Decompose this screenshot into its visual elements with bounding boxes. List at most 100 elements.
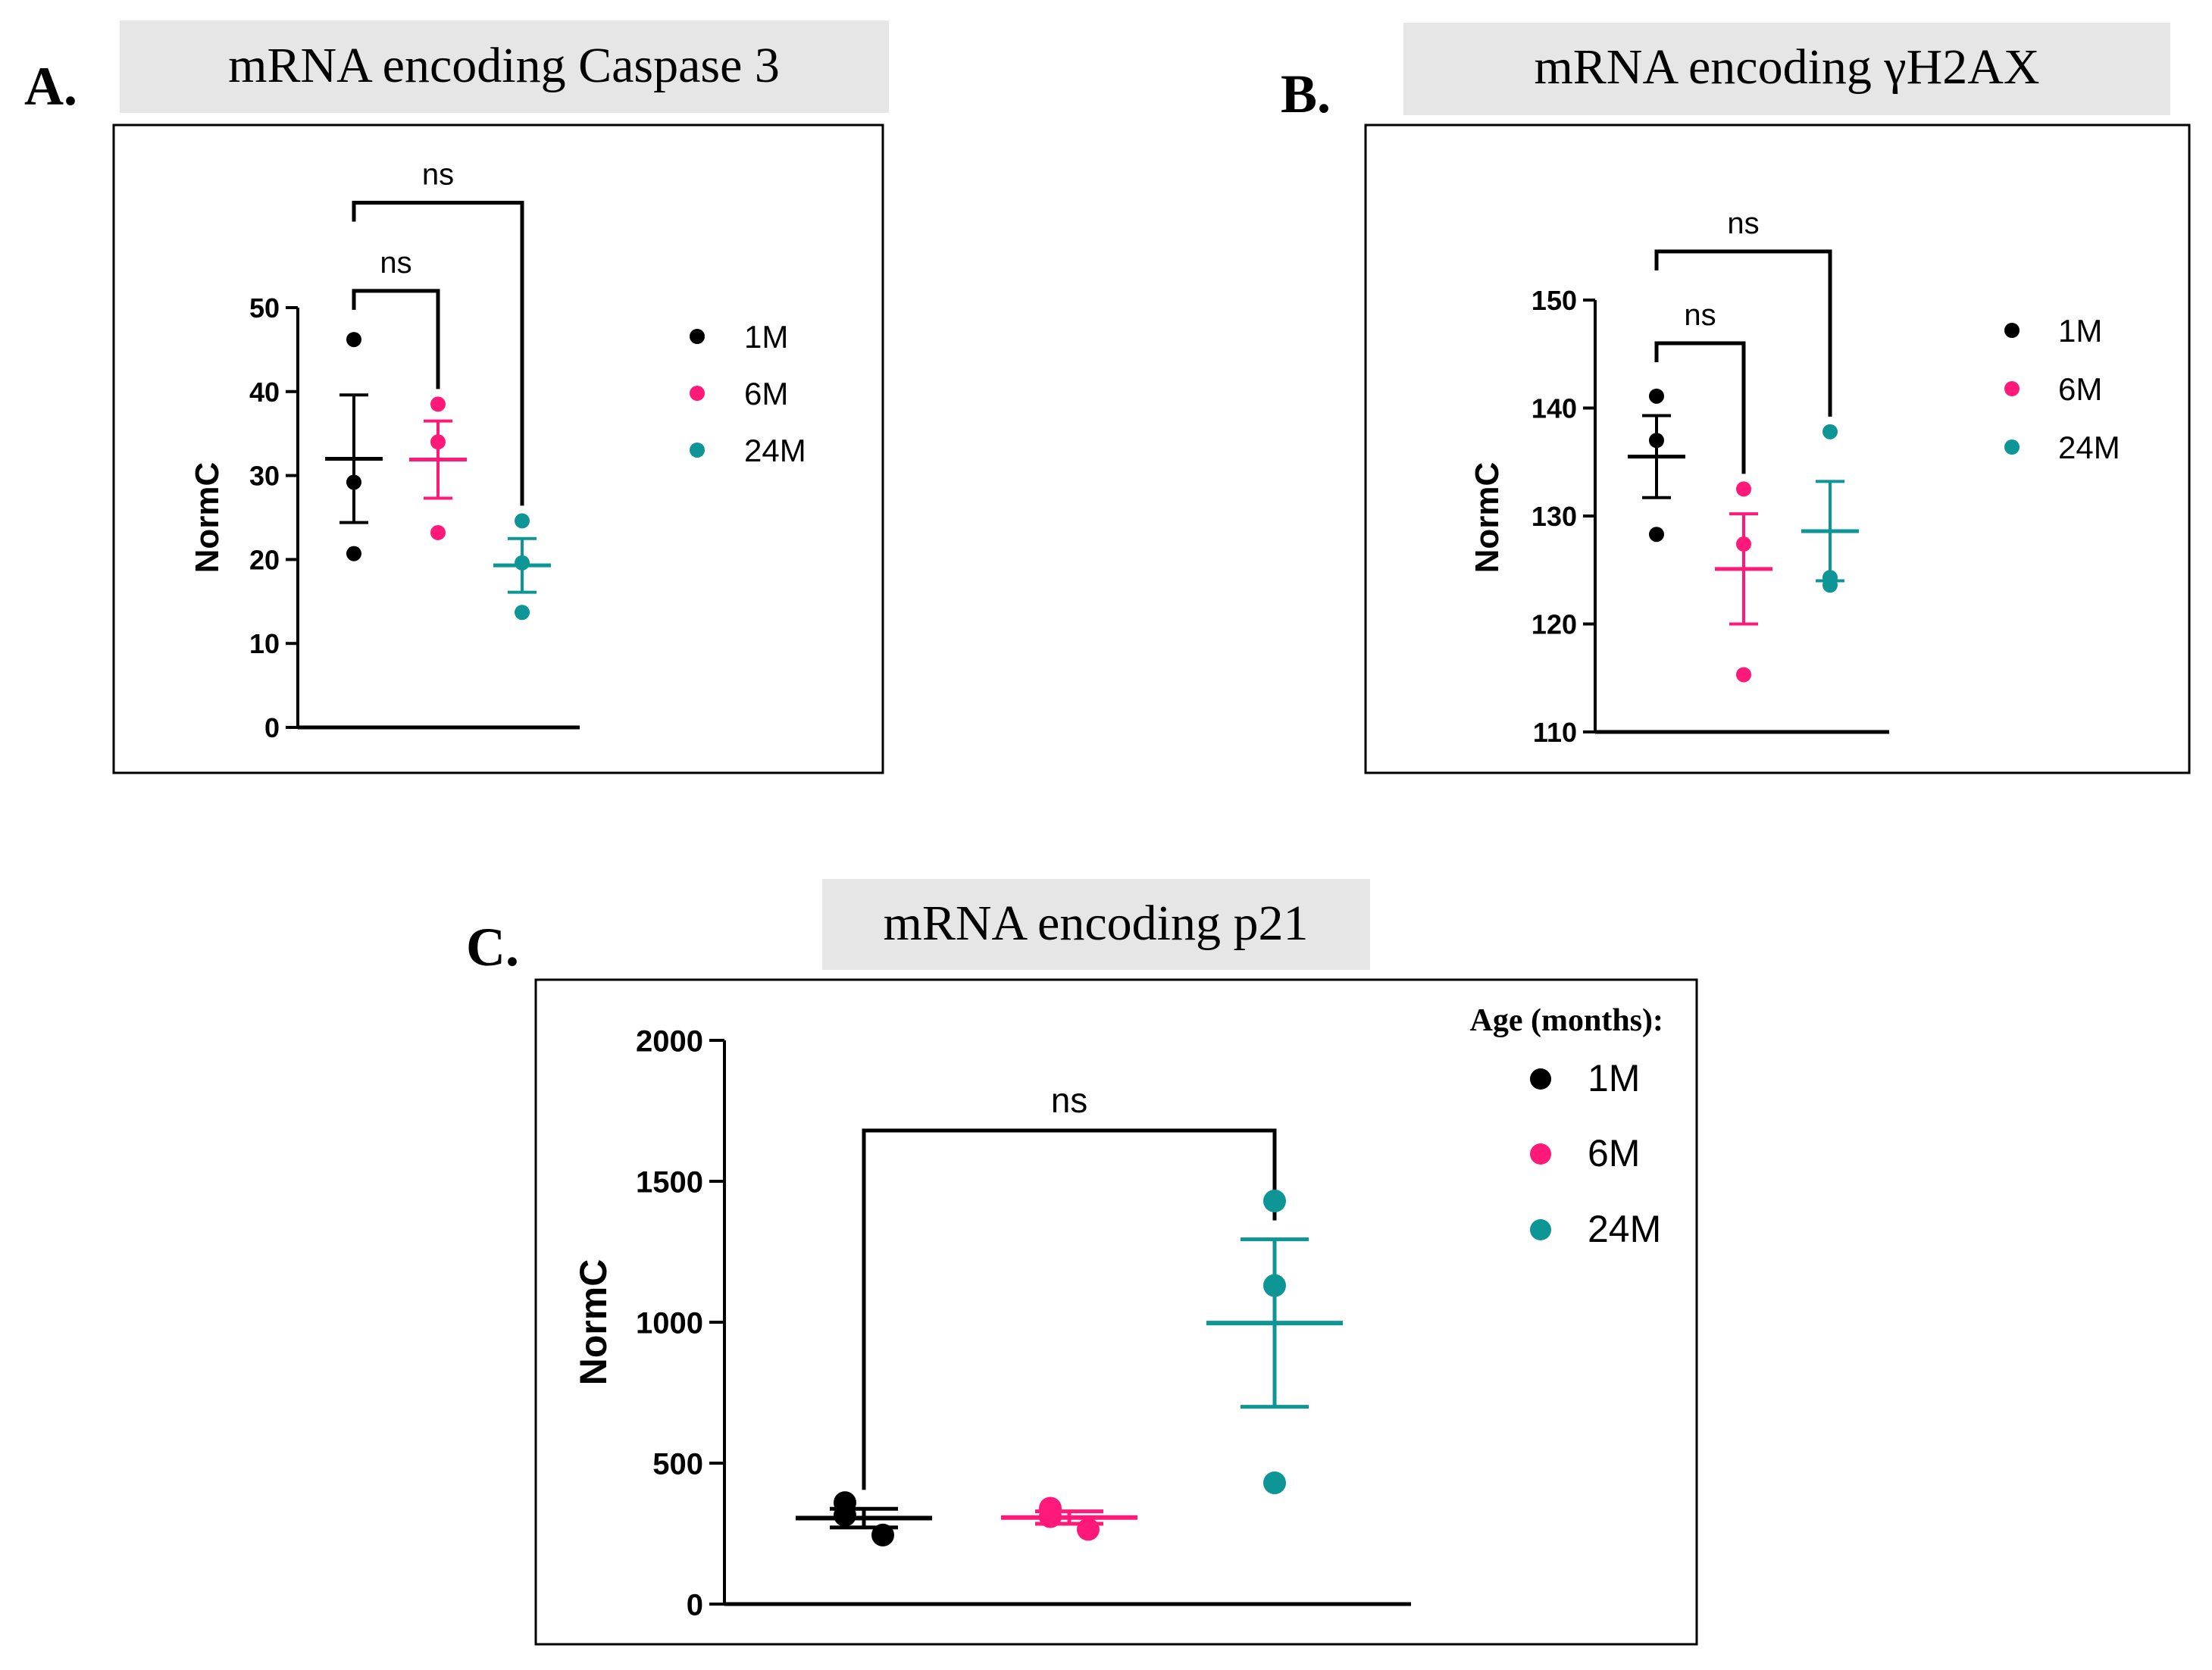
y-tick-label: 0 <box>264 712 280 743</box>
data-point <box>346 546 361 561</box>
axes <box>723 1040 1411 1606</box>
significance-label: ns <box>1051 1080 1088 1120</box>
legend-marker <box>690 443 705 458</box>
y-tick-label: 1500 <box>636 1165 703 1199</box>
legend-item-24m: 24M <box>2004 430 2120 465</box>
panel-frame <box>1364 124 2191 774</box>
panel-letter: B. <box>1281 64 1331 124</box>
data-point <box>515 605 530 621</box>
legend-label: 24M <box>1588 1208 1661 1250</box>
data-points <box>1649 388 1838 683</box>
title-background <box>822 879 1370 970</box>
legend: Age (months): 1M 6M 24M <box>1470 1003 1663 1250</box>
panel-frame <box>534 978 1698 1646</box>
y-tick-label: 150 <box>1532 285 1577 316</box>
comparison-brackets: ns <box>862 1080 1277 1490</box>
data-points <box>834 1190 1286 1546</box>
legend-marker <box>2004 439 2020 455</box>
legend-label: 6M <box>1588 1132 1640 1174</box>
legend-label: 6M <box>744 376 788 411</box>
title-background <box>1403 23 2170 115</box>
legend-marker <box>2004 323 2020 338</box>
title-background <box>120 20 889 113</box>
y-tick-label: 500 <box>652 1447 703 1481</box>
chart-title: mRNA encoding Caspase 3 <box>228 38 780 93</box>
axes <box>296 308 580 730</box>
legend-label: 24M <box>2058 430 2120 465</box>
legend-item-6m: 6M <box>1530 1132 1640 1174</box>
legend-item-6m: 6M <box>2004 371 2102 407</box>
y-ticks: 0 500 1000 1500 2000 <box>636 1024 724 1622</box>
legend-label: 6M <box>2058 371 2102 407</box>
legend-item-6m: 6M <box>690 376 788 411</box>
legend-marker <box>690 386 705 401</box>
data-point <box>1649 388 1664 404</box>
y-tick-label: 0 <box>687 1588 703 1622</box>
y-ticks: 0 10 20 30 40 50 <box>249 292 298 743</box>
significance-label: ns <box>1727 207 1759 240</box>
data-point <box>1736 667 1751 683</box>
chart-title: mRNA encoding γH2AX <box>1534 39 2039 95</box>
data-point <box>1649 527 1664 543</box>
legend-marker <box>1530 1143 1551 1165</box>
comparison-brackets: ns ns <box>352 158 524 506</box>
data-point <box>430 524 446 540</box>
significance-bracket <box>1654 341 1746 474</box>
chart-title: mRNA encoding p21 <box>884 896 1309 951</box>
y-tick-label: 10 <box>249 628 280 659</box>
data-point <box>834 1503 856 1527</box>
y-tick-label: 30 <box>249 461 280 492</box>
y-ticks: 110 120 130 140 150 <box>1532 285 1595 748</box>
comparison-brackets: ns ns <box>1654 207 1832 474</box>
legend: 1M 6M 24M <box>2004 313 2120 465</box>
data-point <box>346 474 361 490</box>
panel-b: B. mRNA encoding γH2AX NormC 110 120 130 14… <box>1281 23 2191 774</box>
data-point <box>346 332 361 348</box>
data-point <box>1736 536 1751 552</box>
legend-label: 1M <box>1588 1057 1640 1099</box>
y-tick-label: 50 <box>249 292 280 324</box>
y-tick-label: 1000 <box>636 1306 703 1340</box>
data-point <box>515 513 530 529</box>
data-point <box>1822 577 1838 593</box>
data-point <box>871 1523 894 1546</box>
legend-item-1m: 1M <box>1530 1057 1640 1099</box>
significance-bracket <box>352 289 440 389</box>
data-point <box>1736 481 1751 497</box>
legend-label: 1M <box>2058 313 2102 349</box>
legend-marker <box>690 329 705 344</box>
data-point <box>430 434 446 450</box>
y-axis-label: NormC <box>572 1259 615 1386</box>
data-point <box>1263 1274 1286 1297</box>
panel-c: C. mRNA encoding p21 NormC 0 500 1000 1500 2… <box>466 879 1698 1646</box>
panel-frame <box>112 124 884 774</box>
legend-item-1m: 1M <box>690 319 788 355</box>
significance-label: ns <box>1684 299 1716 332</box>
data-point <box>1649 433 1664 449</box>
panel-letter: A. <box>24 56 77 117</box>
y-tick-label: 40 <box>249 377 280 408</box>
legend-item-1m: 1M <box>2004 313 2102 349</box>
data-point <box>515 555 530 571</box>
significance-bracket <box>352 201 524 506</box>
significance-label: ns <box>380 246 411 280</box>
legend: 1M 6M 24M <box>690 319 806 468</box>
panel-a: A. mRNA encoding Caspase 3 NormC 0 10 20 30… <box>24 20 889 774</box>
y-tick-label: 130 <box>1532 501 1577 532</box>
y-tick-label: 140 <box>1532 392 1577 424</box>
legend-marker <box>2004 381 2020 396</box>
legend-item-24m: 24M <box>1530 1208 1661 1250</box>
significance-bracket <box>862 1128 1277 1490</box>
legend-title: Age (months): <box>1470 1003 1663 1038</box>
y-tick-label: 20 <box>249 544 280 575</box>
data-point <box>1263 1471 1286 1495</box>
data-point <box>430 396 446 412</box>
legend-marker <box>1530 1219 1551 1240</box>
y-axis-label: NormC <box>189 462 226 574</box>
panel-letter: C. <box>466 917 519 977</box>
legend-marker <box>1530 1068 1551 1090</box>
y-tick-label: 110 <box>1533 717 1577 748</box>
y-tick-label: 120 <box>1532 608 1577 640</box>
